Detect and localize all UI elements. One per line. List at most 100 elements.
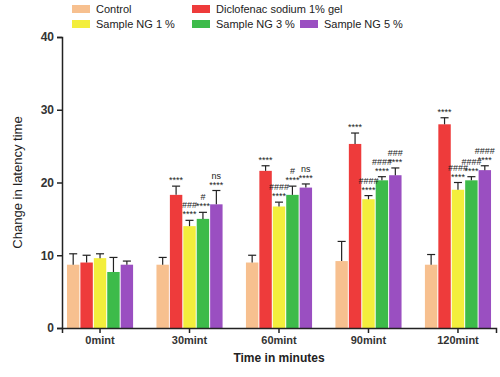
error-line (431, 255, 432, 265)
legend-label: Sample NG 1 % (96, 18, 175, 30)
x-tick-mark (189, 328, 191, 333)
error-cap (69, 253, 77, 254)
x-axis: 0mint30mint60mint90mint120mint (63, 328, 497, 346)
error-bar (109, 257, 117, 272)
y-tick-label: 30 (41, 103, 55, 117)
error-bar (288, 186, 296, 195)
error-bar (172, 186, 180, 195)
error-bar (262, 166, 270, 171)
significance-label: #### (475, 146, 495, 156)
error-line (99, 254, 100, 258)
error-line (86, 255, 87, 262)
y-tick-mark (57, 37, 62, 39)
significance-label: **** (438, 107, 453, 117)
y-tick-label: 20 (41, 176, 55, 190)
bar (156, 265, 168, 328)
error-line (265, 166, 266, 171)
legend-swatch (72, 5, 90, 13)
error-cap (172, 186, 180, 187)
x-tick: 60mint (261, 328, 297, 346)
legend-item: Control (72, 3, 131, 15)
bar (479, 170, 491, 328)
bar (349, 144, 361, 328)
error-bar (364, 196, 372, 200)
error-bar (83, 255, 91, 262)
error-cap (378, 176, 386, 177)
error-line (113, 257, 114, 272)
significance-label: #### (358, 176, 378, 186)
bar (376, 180, 388, 328)
error-bar (454, 183, 462, 190)
error-cap (288, 186, 296, 187)
error-bar (351, 133, 359, 144)
y-tick-mark (57, 328, 62, 330)
bar (121, 265, 133, 328)
error-bar (338, 241, 346, 261)
error-line (341, 241, 342, 261)
error-line (73, 254, 74, 265)
annotations: ********************###****####****####*… (169, 107, 495, 220)
legend-label: Diclofenac sodium 1% gel (216, 3, 343, 15)
x-tick: 120mint (437, 328, 479, 346)
y-axis: 0 10 20 30 40 (41, 30, 63, 335)
significance-label: ns (301, 164, 311, 174)
error-bar (441, 118, 449, 125)
error-cap (199, 212, 207, 213)
error-line (354, 133, 355, 144)
significance-label: # (200, 192, 205, 202)
error-line (162, 257, 163, 264)
error-cap (302, 183, 310, 184)
error-line (175, 186, 176, 195)
legend-label: Sample NG 5 % (324, 18, 403, 30)
y-tick-label: 0 (47, 321, 54, 335)
legend-swatch (192, 20, 210, 28)
error-line (278, 202, 279, 206)
error-cap (391, 167, 399, 168)
x-tick-label: 60mint (261, 334, 297, 346)
error-cap (123, 260, 131, 261)
significance-label: **** (361, 185, 376, 195)
bars (67, 118, 491, 328)
series (107, 177, 477, 328)
x-tick: 90mint (351, 328, 387, 346)
error-cap (159, 257, 167, 258)
x-tick-mark (368, 328, 370, 333)
error-line (457, 183, 458, 190)
error-line (484, 166, 485, 170)
error-bar (391, 168, 399, 175)
x-tick-label: 90mint (351, 334, 387, 346)
significance-label: **** (272, 191, 287, 201)
bar (273, 207, 285, 328)
bar (94, 258, 106, 328)
legend-item: Sample NG 3 % (192, 18, 295, 30)
error-bar (481, 166, 489, 170)
significance-label: **** (183, 209, 198, 219)
significance-label: **** (196, 201, 211, 211)
error-cap (83, 255, 91, 256)
y-tick: 0 (47, 321, 62, 335)
bar (465, 180, 477, 328)
series (80, 118, 450, 328)
error-cap (427, 254, 435, 255)
error-line (189, 220, 190, 226)
bar (389, 175, 401, 328)
error-cap (351, 132, 359, 133)
significance-label: ### (388, 148, 403, 158)
error-line (292, 186, 293, 195)
significance-label: **** (285, 175, 300, 185)
x-tick-label: 120mint (437, 334, 479, 346)
error-line (395, 168, 396, 175)
significance-label: **** (259, 155, 274, 165)
error-cap (109, 257, 117, 258)
legend-item: Diclofenac sodium 1% gel (192, 3, 343, 15)
bar (80, 263, 92, 328)
error-cap (185, 220, 193, 221)
y-tick: 10 (41, 249, 62, 263)
x-tick: 0mint (85, 328, 115, 346)
y-tick: 40 (41, 30, 62, 44)
significance-label: **** (478, 155, 493, 165)
bar (67, 265, 79, 328)
bar (335, 261, 347, 328)
bar (452, 190, 464, 328)
x-tick-label: 0mint (85, 334, 115, 346)
